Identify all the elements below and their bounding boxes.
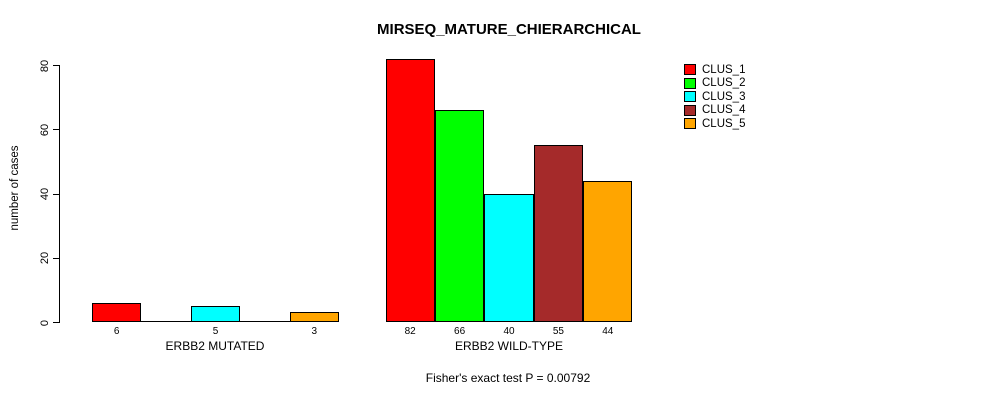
legend-row: CLUS_1 <box>684 63 745 76</box>
stats-annotation: Fisher's exact test P = 0.00792 <box>425 371 591 385</box>
y-tick <box>53 257 59 259</box>
y-axis-line <box>59 65 60 323</box>
bar-g1-s0 <box>385 58 435 322</box>
legend-row: CLUS_2 <box>684 77 745 90</box>
legend-row: CLUS_5 <box>684 117 745 130</box>
y-tick-label: 80 <box>39 59 51 72</box>
bar-count-label: 82 <box>404 326 416 337</box>
y-tick-label: 20 <box>39 252 51 265</box>
bar-g0-s3 <box>240 321 290 322</box>
y-tick <box>53 129 59 131</box>
legend-label: CLUS_4 <box>702 104 746 117</box>
bar-count-label: 5 <box>212 326 219 337</box>
bar-count-label: 3 <box>311 326 318 337</box>
bar-count-label: 44 <box>602 326 614 337</box>
legend-row: CLUS_4 <box>684 104 745 117</box>
y-tick-label: 0 <box>39 319 51 326</box>
chart-title: MIRSEQ_MATURE_CHIERARCHICAL <box>377 21 641 38</box>
y-tick-label: 40 <box>39 187 51 201</box>
y-tick <box>53 193 59 195</box>
x-group-label-wildtype: ERBB2 WILD-TYPE <box>454 339 564 353</box>
y-tick-label: 60 <box>39 123 51 136</box>
legend-swatch-icon <box>684 104 696 116</box>
bar-g1-s4 <box>583 180 633 322</box>
y-tick <box>53 322 59 323</box>
bar-g1-s2 <box>484 193 534 322</box>
legend-label: CLUS_2 <box>702 77 746 90</box>
bar-count-label: 66 <box>454 326 466 337</box>
legend-swatch-icon <box>684 77 696 89</box>
bar-g1-s1 <box>434 109 485 322</box>
bar-count-label: 40 <box>503 326 515 337</box>
legend-swatch-icon <box>684 118 696 130</box>
legend-label: CLUS_3 <box>702 90 746 103</box>
bar-g0-s2 <box>190 305 241 322</box>
bar-count-label: 6 <box>113 326 120 337</box>
bar-g0-s1 <box>141 321 191 322</box>
y-tick <box>53 65 59 66</box>
bar-count-label: 55 <box>552 326 564 337</box>
x-group-label-mutated: ERBB2 MUTATED <box>165 339 265 353</box>
legend-label: CLUS_5 <box>702 117 746 130</box>
bar-g1-s3 <box>533 145 584 322</box>
legend-row: CLUS_3 <box>684 90 745 103</box>
bar-g0-s4 <box>289 312 339 322</box>
bar-g0-s0 <box>92 302 142 322</box>
legend-label: CLUS_1 <box>702 63 746 76</box>
legend-swatch-icon <box>684 64 696 75</box>
legend-swatch-icon <box>684 91 696 103</box>
y-axis-label: number of cases <box>9 145 21 231</box>
